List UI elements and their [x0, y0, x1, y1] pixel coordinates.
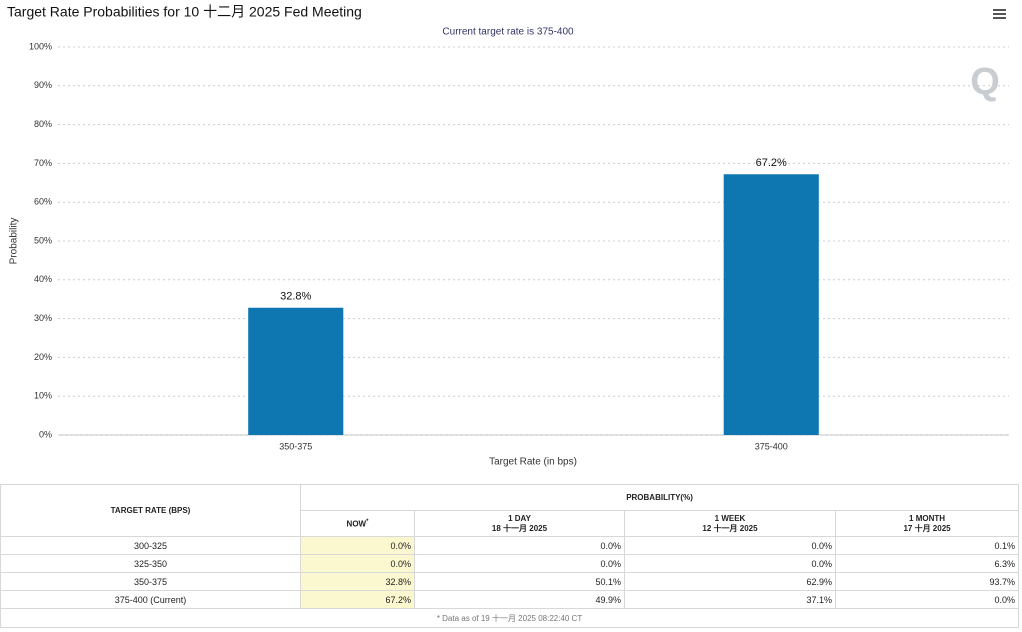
data-label: 32.8% — [280, 291, 311, 303]
probability-cell: 0.0% — [624, 536, 836, 555]
probability-table: TARGET RATE (BPS) PROBABILITY(%) NOW* 1 DAY… — [0, 484, 1020, 628]
y-tick-label: 30% — [34, 313, 52, 323]
probability-cell: 93.7% — [834, 572, 1020, 591]
probability-cell: 0.0% — [834, 590, 1020, 609]
y-tick-label: 10% — [34, 391, 52, 401]
bar — [248, 307, 344, 435]
column-label: NOW — [346, 519, 367, 529]
rate-cell: 325-350 — [0, 554, 301, 573]
rate-cell: 350-375 — [0, 572, 301, 591]
y-tick-label: 20% — [34, 352, 52, 362]
bar — [723, 174, 819, 435]
y-tick-label: 0% — [39, 429, 52, 439]
probability-cell: 32.8% — [300, 572, 415, 591]
column-label: 1 MONTH — [909, 513, 946, 523]
chart-subtitle: Current target rate is 375-400 — [442, 27, 574, 38]
data-row: 375-400 (Current) 67.2% 49.9% 37.1% 0.0% — [0, 590, 1020, 609]
probability-cell: 67.2% — [300, 590, 415, 609]
probability-cell: 0.0% — [414, 536, 625, 555]
footnote: * Data as of 19 十一月 2025 08:22:40 CT — [0, 608, 1020, 628]
header-row: TARGET RATE (BPS) PROBABILITY(%) — [0, 484, 1020, 537]
probability-cell: 6.3% — [834, 554, 1020, 573]
watermark: Q — [970, 61, 1000, 103]
data-row: 350-375 32.8% 50.1% 62.9% 93.7% — [0, 572, 1020, 591]
x-axis-label: Target Rate (in bps) — [489, 457, 577, 468]
column-date: 18 十一月 2025 — [491, 523, 548, 533]
menu-icon[interactable] — [993, 9, 1006, 19]
probability-cell: 50.1% — [414, 572, 625, 591]
y-tick-label: 100% — [29, 41, 52, 51]
x-tick-label: 375-400 — [755, 441, 788, 451]
y-tick-label: 40% — [34, 274, 52, 284]
probability-cell: 0.1% — [834, 536, 1020, 555]
y-tick-label: 80% — [34, 119, 52, 129]
footnote-row: * Data as of 19 十一月 2025 08:22:40 CT — [0, 608, 1020, 628]
y-tick-label: 70% — [34, 158, 52, 168]
rate-header: TARGET RATE (BPS) — [0, 484, 301, 537]
probability-cell: 0.0% — [624, 554, 836, 573]
column-header: 1 MONTH 17 十月 2025 — [834, 510, 1020, 537]
y-tick-label: 90% — [34, 80, 52, 90]
y-tick-label: 60% — [34, 197, 52, 207]
x-tick-label: 350-375 — [279, 441, 312, 451]
data-row: 325-350 0.0% 0.0% 0.0% 6.3% — [0, 554, 1020, 573]
probability-cell: 0.0% — [300, 536, 415, 555]
column-header: 1 WEEK 12 十一月 2025 — [624, 510, 836, 537]
chart-title: Target Rate Probabilities for 10 十二月 202… — [7, 4, 362, 20]
rate-cell: 375-400 (Current) — [0, 590, 301, 609]
data-label: 67.2% — [756, 157, 787, 169]
column-label: 1 WEEK — [714, 513, 746, 523]
probability-cell: 0.0% — [414, 554, 625, 573]
rate-cell: 300-325 — [0, 536, 301, 555]
column-date: 12 十一月 2025 — [702, 523, 758, 533]
column-header: NOW* — [300, 510, 415, 537]
y-tick-label: 50% — [34, 235, 52, 245]
y-axis-label: Probability — [9, 218, 20, 265]
chart: Target Rate Probabilities for 10 十二月 202… — [7, 4, 1009, 468]
probability-cell: 49.9% — [414, 590, 625, 609]
data-row: 300-325 0.0% 0.0% 0.0% 0.1% — [0, 536, 1020, 555]
column-label: 1 DAY — [508, 513, 531, 523]
probability-cell: 62.9% — [624, 572, 836, 591]
probability-cell: 0.0% — [300, 554, 415, 573]
column-header: 1 DAY 18 十一月 2025 — [414, 510, 625, 537]
probability-cell: 37.1% — [624, 590, 836, 609]
column-note: * — [366, 518, 369, 525]
column-date: 17 十月 2025 — [903, 523, 951, 533]
probability-header: PROBABILITY(%) — [299, 484, 1020, 511]
